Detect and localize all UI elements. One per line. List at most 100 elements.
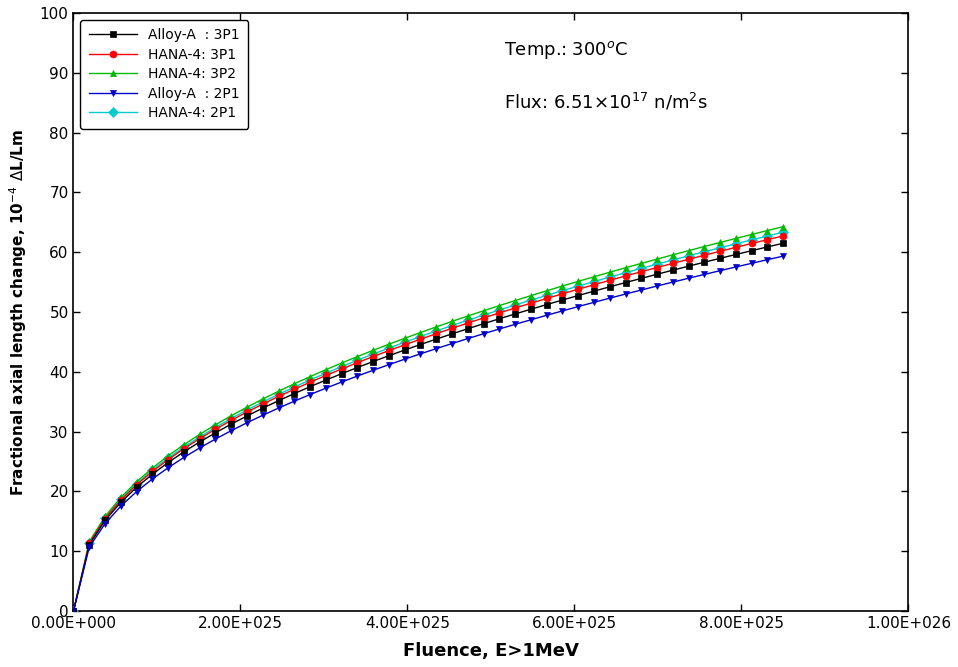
Alloy-A  : 3P1: (2.08e+25, 32.6): 3P1: (2.08e+25, 32.6) (241, 412, 253, 420)
Alloy-A  : 3P1: (6.04e+25, 52.8): 3P1: (6.04e+25, 52.8) (573, 291, 584, 299)
Alloy-A  : 2P1: (5.29e+25, 47.9): 2P1: (5.29e+25, 47.9) (510, 320, 521, 328)
Line: HANA-4: 3P1: HANA-4: 3P1 (70, 232, 787, 614)
Alloy-A  : 3P1: (5.86e+25, 52): 3P1: (5.86e+25, 52) (557, 296, 568, 304)
HANA-4: 3P1: (9.44e+24, 23.3): 3P1: (9.44e+24, 23.3) (147, 468, 158, 476)
HANA-4: 3P1: (2.08e+25, 33.3): 3P1: (2.08e+25, 33.3) (241, 408, 253, 416)
HANA-4: 3P2: (5.1e+25, 51.1): 3P2: (5.1e+25, 51.1) (493, 301, 505, 309)
Alloy-A  : 3P1: (1.13e+25, 24.8): 3P1: (1.13e+25, 24.8) (162, 458, 173, 466)
HANA-4: 3P2: (2.46e+25, 36.8): 3P2: (2.46e+25, 36.8) (273, 388, 285, 396)
HANA-4: 3P1: (7.74e+25, 60.2): 3P1: (7.74e+25, 60.2) (715, 247, 726, 255)
Alloy-A  : 3P1: (1.89e+25, 31.3): 3P1: (1.89e+25, 31.3) (225, 420, 237, 428)
Alloy-A  : 2P1: (3.4e+25, 39.3): 2P1: (3.4e+25, 39.3) (352, 372, 363, 380)
Alloy-A  : 3P1: (6.99e+25, 56.3): 3P1: (6.99e+25, 56.3) (651, 270, 663, 278)
Alloy-A  : 3P1: (7.74e+25, 59): 3P1: (7.74e+25, 59) (715, 254, 726, 262)
Alloy-A  : 3P1: (1.51e+25, 28.3): 3P1: (1.51e+25, 28.3) (194, 438, 205, 446)
HANA-4: 3P1: (6.04e+25, 53.8): 3P1: (6.04e+25, 53.8) (573, 285, 584, 293)
HANA-4: 2P1: (3.78e+25, 44): 2P1: (3.78e+25, 44) (383, 344, 395, 352)
Alloy-A  : 2P1: (2.08e+25, 31.5): 2P1: (2.08e+25, 31.5) (241, 419, 253, 427)
Alloy-A  : 3P1: (2.27e+25, 33.9): 3P1: (2.27e+25, 33.9) (257, 404, 268, 412)
Alloy-A  : 2P1: (6.99e+25, 54.3): 2P1: (6.99e+25, 54.3) (651, 282, 663, 290)
Alloy-A  : 2P1: (3.78e+24, 14.6): 2P1: (3.78e+24, 14.6) (100, 520, 111, 528)
HANA-4: 3P2: (6.61e+25, 57.4): 3P2: (6.61e+25, 57.4) (620, 263, 631, 271)
HANA-4: 3P2: (3.59e+25, 43.6): 3P2: (3.59e+25, 43.6) (368, 346, 379, 354)
HANA-4: 2P1: (6.23e+25, 55.1): 2P1: (6.23e+25, 55.1) (588, 277, 600, 285)
HANA-4: 2P1: (7.56e+25, 60.1): 2P1: (7.56e+25, 60.1) (698, 247, 710, 255)
HANA-4: 3P1: (4.16e+25, 45.5): 3P1: (4.16e+25, 45.5) (415, 336, 426, 344)
HANA-4: 3P2: (7.56e+25, 60.9): 3P2: (7.56e+25, 60.9) (698, 243, 710, 251)
HANA-4: 3P1: (3.97e+25, 44.5): 3P1: (3.97e+25, 44.5) (399, 341, 410, 349)
HANA-4: 3P2: (4.34e+25, 47.5): 3P2: (4.34e+25, 47.5) (430, 323, 442, 331)
HANA-4: 3P1: (7.18e+25, 58.1): 3P1: (7.18e+25, 58.1) (667, 259, 678, 267)
HANA-4: 3P2: (1.89e+25, 32.7): 3P2: (1.89e+25, 32.7) (225, 412, 237, 420)
X-axis label: Fluence, E>1MeV: Fluence, E>1MeV (403, 642, 579, 660)
HANA-4: 3P2: (9.44e+24, 23.9): 3P2: (9.44e+24, 23.9) (147, 464, 158, 472)
HANA-4: 3P1: (3.02e+25, 39.4): 3P1: (3.02e+25, 39.4) (320, 372, 331, 380)
HANA-4: 3P2: (3.02e+25, 40.4): 3P2: (3.02e+25, 40.4) (320, 366, 331, 374)
HANA-4: 2P1: (7.18e+25, 58.7): 2P1: (7.18e+25, 58.7) (667, 256, 678, 264)
HANA-4: 2P1: (2.08e+25, 33.6): 2P1: (2.08e+25, 33.6) (241, 406, 253, 414)
HANA-4: 2P1: (4.53e+25, 47.7): 2P1: (4.53e+25, 47.7) (446, 321, 458, 329)
Line: HANA-4: 3P2: HANA-4: 3P2 (70, 223, 787, 614)
Line: Alloy-A  : 3P1: Alloy-A : 3P1 (70, 239, 787, 614)
Alloy-A  : 2P1: (3.97e+25, 42.1): 2P1: (3.97e+25, 42.1) (399, 355, 410, 363)
HANA-4: 3P1: (3.21e+25, 40.5): 3P1: (3.21e+25, 40.5) (336, 365, 348, 373)
HANA-4: 3P2: (5.86e+25, 54.3): 3P2: (5.86e+25, 54.3) (557, 282, 568, 290)
Alloy-A  : 3P1: (2.83e+25, 37.5): 3P1: (2.83e+25, 37.5) (305, 383, 316, 391)
HANA-4: 3P1: (5.1e+25, 49.8): 3P1: (5.1e+25, 49.8) (493, 309, 505, 317)
Text: Flux: 6.51×10$^{17}$ n/m$^2$s: Flux: 6.51×10$^{17}$ n/m$^2$s (504, 91, 707, 113)
Alloy-A  : 3P1: (3.97e+25, 43.6): 3P1: (3.97e+25, 43.6) (399, 346, 410, 354)
Alloy-A  : 2P1: (4.34e+25, 43.9): 2P1: (4.34e+25, 43.9) (430, 345, 442, 353)
HANA-4: 3P2: (6.99e+25, 58.8): 3P2: (6.99e+25, 58.8) (651, 255, 663, 263)
HANA-4: 2P1: (6.42e+25, 55.8): 2P1: (6.42e+25, 55.8) (604, 273, 615, 281)
Alloy-A  : 2P1: (8.5e+25, 59.3): 2P1: (8.5e+25, 59.3) (778, 252, 789, 260)
Alloy-A  : 2P1: (4.53e+25, 44.7): 2P1: (4.53e+25, 44.7) (446, 340, 458, 348)
HANA-4: 3P1: (7.56e+24, 21.1): 3P1: (7.56e+24, 21.1) (131, 481, 143, 489)
HANA-4: 3P2: (8.12e+25, 63): 3P2: (8.12e+25, 63) (746, 231, 758, 239)
HANA-4: 3P2: (1.7e+25, 31.1): 3P2: (1.7e+25, 31.1) (210, 421, 221, 429)
HANA-4: 2P1: (0, 0): 2P1: (0, 0) (68, 607, 80, 615)
HANA-4: 3P2: (1.89e+24, 11.6): 3P2: (1.89e+24, 11.6) (83, 538, 95, 546)
HANA-4: 2P1: (4.34e+25, 46.8): 2P1: (4.34e+25, 46.8) (430, 327, 442, 335)
Alloy-A  : 2P1: (7.56e+25, 56.3): 2P1: (7.56e+25, 56.3) (698, 270, 710, 278)
HANA-4: 2P1: (4.72e+25, 48.6): 2P1: (4.72e+25, 48.6) (462, 316, 473, 324)
Alloy-A  : 3P1: (4.72e+25, 47.2): 3P1: (4.72e+25, 47.2) (462, 325, 473, 333)
Alloy-A  : 2P1: (5.86e+25, 50.2): 2P1: (5.86e+25, 50.2) (557, 307, 568, 315)
HANA-4: 2P1: (7.37e+25, 59.4): 2P1: (7.37e+25, 59.4) (683, 252, 695, 260)
HANA-4: 2P1: (1.89e+25, 32.2): 2P1: (1.89e+25, 32.2) (225, 414, 237, 422)
Alloy-A  : 2P1: (6.8e+25, 53.7): 2P1: (6.8e+25, 53.7) (635, 286, 647, 294)
Alloy-A  : 2P1: (7.56e+24, 20): 2P1: (7.56e+24, 20) (131, 488, 143, 496)
Alloy-A  : 3P1: (9.44e+24, 22.9): 3P1: (9.44e+24, 22.9) (147, 470, 158, 478)
Alloy-A  : 2P1: (4.72e+25, 45.6): 2P1: (4.72e+25, 45.6) (462, 335, 473, 343)
HANA-4: 3P1: (6.23e+25, 54.6): 3P1: (6.23e+25, 54.6) (588, 281, 600, 289)
HANA-4: 3P2: (7.74e+25, 61.6): 3P2: (7.74e+25, 61.6) (715, 238, 726, 246)
Alloy-A  : 2P1: (2.83e+25, 36.2): 2P1: (2.83e+25, 36.2) (305, 391, 316, 399)
Legend: Alloy-A  : 3P1, HANA-4: 3P1, HANA-4: 3P2, Alloy-A  : 2P1, HANA-4: 2P1: Alloy-A : 3P1, HANA-4: 3P1, HANA-4: 3P2,… (80, 20, 248, 129)
HANA-4: 3P2: (6.04e+25, 55.1): 3P2: (6.04e+25, 55.1) (573, 277, 584, 285)
HANA-4: 3P2: (7.93e+25, 62.3): 3P2: (7.93e+25, 62.3) (730, 234, 741, 242)
Alloy-A  : 3P1: (3.78e+24, 15.1): 3P1: (3.78e+24, 15.1) (100, 516, 111, 524)
Alloy-A  : 3P1: (4.53e+25, 46.3): 3P1: (4.53e+25, 46.3) (446, 330, 458, 338)
Alloy-A  : 3P1: (7.93e+25, 59.6): 3P1: (7.93e+25, 59.6) (730, 251, 741, 259)
HANA-4: 2P1: (3.97e+25, 45): 2P1: (3.97e+25, 45) (399, 338, 410, 346)
HANA-4: 2P1: (5.1e+25, 50.3): 2P1: (5.1e+25, 50.3) (493, 306, 505, 314)
HANA-4: 3P2: (4.91e+25, 50.2): 3P2: (4.91e+25, 50.2) (478, 307, 490, 315)
HANA-4: 2P1: (1.89e+24, 11.4): 2P1: (1.89e+24, 11.4) (83, 539, 95, 547)
HANA-4: 3P2: (6.8e+25, 58.1): 3P2: (6.8e+25, 58.1) (635, 259, 647, 267)
HANA-4: 3P2: (3.21e+25, 41.5): 3P2: (3.21e+25, 41.5) (336, 359, 348, 367)
HANA-4: 3P1: (5.86e+25, 53): 3P1: (5.86e+25, 53) (557, 289, 568, 297)
Alloy-A  : 3P1: (5.48e+25, 50.5): 3P1: (5.48e+25, 50.5) (525, 305, 536, 313)
HANA-4: 2P1: (6.99e+25, 58): 2P1: (6.99e+25, 58) (651, 260, 663, 268)
HANA-4: 3P1: (6.99e+25, 57.4): 3P1: (6.99e+25, 57.4) (651, 263, 663, 271)
Alloy-A  : 3P1: (5.1e+25, 48.9): 3P1: (5.1e+25, 48.9) (493, 315, 505, 323)
Alloy-A  : 3P1: (6.8e+25, 55.6): 3P1: (6.8e+25, 55.6) (635, 274, 647, 282)
Alloy-A  : 2P1: (6.04e+25, 50.9): 2P1: (6.04e+25, 50.9) (573, 303, 584, 311)
HANA-4: 3P1: (1.51e+25, 28.8): 3P1: (1.51e+25, 28.8) (194, 435, 205, 443)
HANA-4: 2P1: (4.91e+25, 49.5): 2P1: (4.91e+25, 49.5) (478, 311, 490, 319)
HANA-4: 3P1: (1.13e+25, 25.3): 3P1: (1.13e+25, 25.3) (162, 456, 173, 464)
Alloy-A  : 2P1: (7.37e+25, 55.6): 2P1: (7.37e+25, 55.6) (683, 274, 695, 282)
Alloy-A  : 3P1: (3.78e+25, 42.7): 3P1: (3.78e+25, 42.7) (383, 352, 395, 360)
Alloy-A  : 3P1: (8.12e+25, 60.3): 3P1: (8.12e+25, 60.3) (746, 247, 758, 255)
Alloy-A  : 2P1: (5.67e+24, 17.5): 2P1: (5.67e+24, 17.5) (115, 502, 126, 510)
Line: Alloy-A  : 2P1: Alloy-A : 2P1 (70, 253, 787, 614)
HANA-4: 3P2: (7.37e+25, 60.3): 3P2: (7.37e+25, 60.3) (683, 247, 695, 255)
